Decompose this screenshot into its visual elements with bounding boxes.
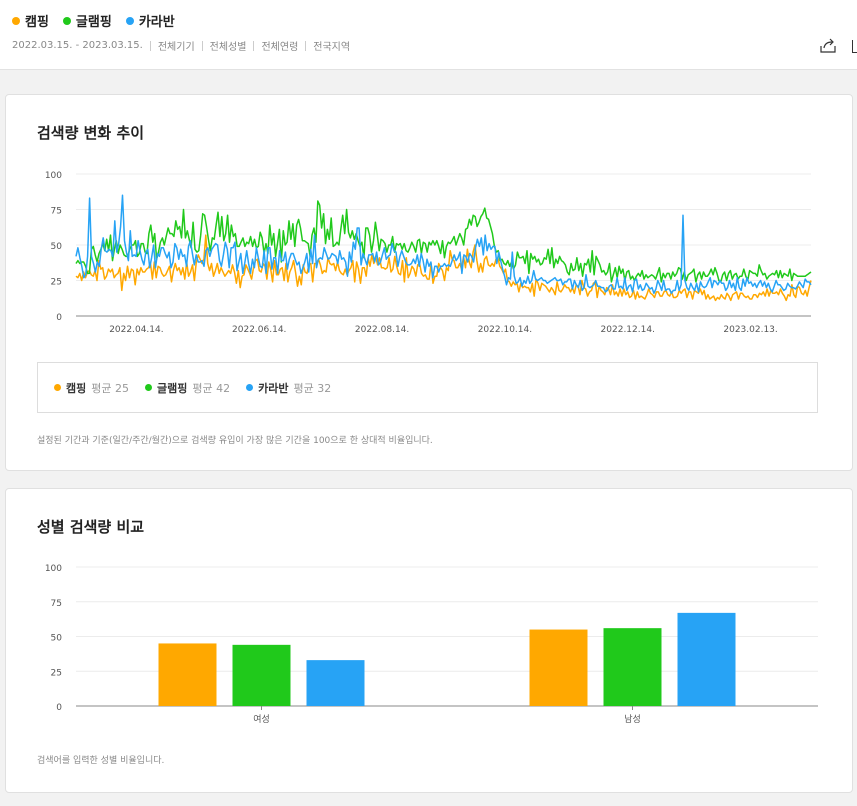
y-tick-label: 100 <box>45 171 62 181</box>
keyword-item[interactable]: 캠핑 <box>12 11 49 30</box>
trend-note: 설정된 기간과 기준(일간/주간/월간)으로 검색량 유입이 가장 많은 기간을… <box>37 436 433 446</box>
legend-dot-icon <box>144 384 152 391</box>
filter-item[interactable]: 전국지역 <box>313 42 351 53</box>
gender-note: 검색어를 입력한 성별 비율입니다. <box>37 756 165 766</box>
x-tick-label: 2023.02.13. <box>723 325 777 335</box>
bar <box>232 644 291 706</box>
x-tick-label: 2022.06.14. <box>232 325 286 335</box>
x-tick-label: 2022.10.14. <box>478 325 532 335</box>
x-tick-label: 여성 <box>253 713 270 725</box>
keyword-label: 카라반 <box>138 15 175 30</box>
filter-item[interactable]: 전체연령 <box>261 42 299 53</box>
legend-label: 카라반 <box>258 381 289 395</box>
y-tick-label: 25 <box>51 668 62 678</box>
y-tick-label: 75 <box>51 207 62 217</box>
keyword-item[interactable]: 글램핑 <box>62 11 112 30</box>
keyword-dot-icon <box>125 16 134 25</box>
gender-card: 성별 검색량 비교 0 25 50 75 100 여성 남성 검색어를 입력한 성별 비율입… <box>5 488 853 793</box>
legend-item[interactable]: 카라반 평균 32 <box>246 380 331 396</box>
filter-divider <box>201 40 203 51</box>
gender-bar-chart: 0 25 50 75 100 여성 남성 <box>45 564 818 725</box>
legend-label: 캠핑 <box>66 381 87 395</box>
legend-label: 글램핑 <box>156 381 188 395</box>
series-line <box>75 234 812 302</box>
trend-title: 검색량 변화 추이 <box>37 124 145 142</box>
trend-line-chart: 0 25 50 75 100 2022.04.14. 2022.06.14. 2022.08.… <box>45 171 812 335</box>
bar <box>677 612 736 706</box>
keyword-label: 캠핑 <box>25 15 49 30</box>
series-line <box>75 200 812 283</box>
y-tick-label: 0 <box>56 313 62 323</box>
y-tick-label: 0 <box>56 703 62 713</box>
filter-divider <box>305 40 307 51</box>
legend-item[interactable]: 캠핑 평균 25 <box>54 380 129 396</box>
bar <box>158 643 217 706</box>
filter-summary: 2022.03.15. - 2023.03.15. 전체기기 전체성별 전체연령 전국지… <box>12 38 350 53</box>
x-tick-label: 남성 <box>624 714 641 725</box>
legend-average: 평균 42 <box>192 381 231 395</box>
keyword-list: 캠핑 글램핑 카라반 <box>12 11 175 30</box>
bar <box>306 660 365 706</box>
legend-dot-icon <box>54 384 61 391</box>
gender-title: 성별 검색량 비교 <box>37 518 145 536</box>
legend-dot-icon <box>246 384 254 391</box>
trend-card: 검색량 변화 추이 0 25 50 75 100 2022.04.14. 2022.06.1… <box>5 94 853 471</box>
keyword-label: 글램핑 <box>75 15 112 30</box>
bar <box>529 629 588 706</box>
y-tick-label: 100 <box>45 564 62 574</box>
keyword-item[interactable]: 카라반 <box>125 11 175 30</box>
filter-item[interactable]: 전체기기 <box>157 42 195 53</box>
filter-item[interactable]: 2022.03.15. - 2023.03.15. <box>12 40 143 51</box>
download-icon[interactable] <box>852 40 857 53</box>
y-tick-label: 75 <box>51 599 62 609</box>
filter-divider <box>149 40 151 51</box>
keyword-dot-icon <box>62 16 71 25</box>
filter-item[interactable]: 전체성별 <box>209 42 247 53</box>
x-tick-label: 2022.08.14. <box>355 325 409 335</box>
y-tick-label: 50 <box>51 634 63 644</box>
trend-legend: 캠핑 평균 25 글램핑 평균 42 카라반 평균 32 <box>37 362 818 413</box>
header-bar: 캠핑 글램핑 카라반 2022.03.15. - 2023.03.15. 전체기기 전체… <box>0 0 857 70</box>
keyword-dot-icon <box>12 16 20 25</box>
bar <box>603 628 662 706</box>
y-tick-label: 50 <box>51 242 63 252</box>
y-tick-label: 25 <box>51 278 62 288</box>
series-line <box>75 194 812 295</box>
x-tick-label: 2022.04.14. <box>109 325 163 335</box>
x-tick-label: 2022.12.14. <box>601 325 655 335</box>
legend-average: 평균 32 <box>293 381 332 395</box>
legend-item[interactable]: 글램핑 평균 42 <box>144 380 231 396</box>
legend-average: 평균 25 <box>91 381 129 395</box>
share-icon[interactable] <box>819 38 837 54</box>
filter-divider <box>253 40 255 51</box>
